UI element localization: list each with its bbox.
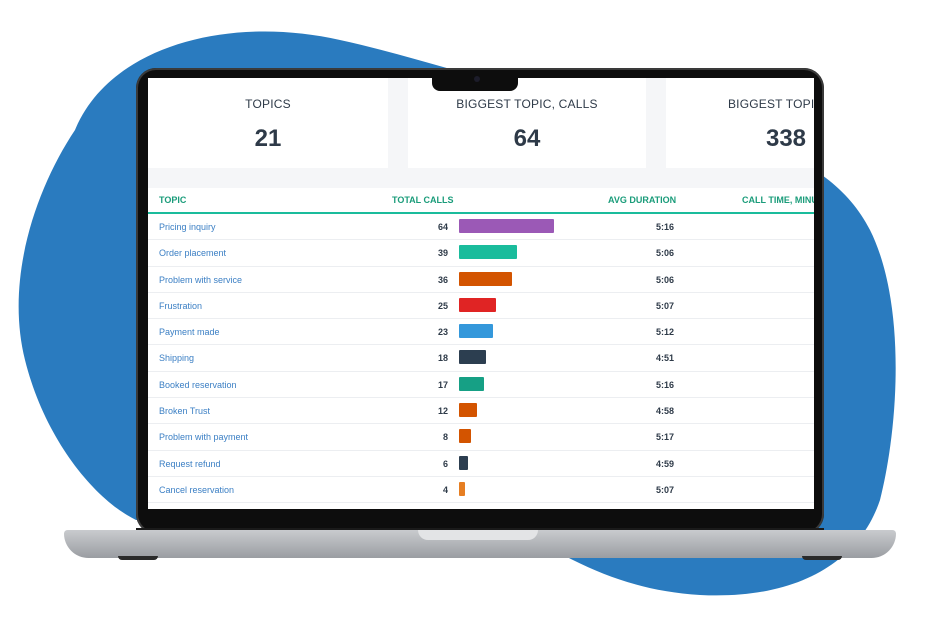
biggest-topic-minutes-card: BIGGEST TOPIC, MI 338 <box>666 78 814 168</box>
total-calls-value: 6 <box>442 458 448 469</box>
calls-bar <box>459 324 493 339</box>
total-calls-value: 8 <box>442 432 448 443</box>
avg-duration-value: 4:59 <box>655 458 674 469</box>
topic-link[interactable]: Booked reservation <box>159 379 237 390</box>
topic-link[interactable]: Request refund <box>159 458 221 469</box>
avg-duration-value: 5:06 <box>655 248 674 259</box>
avg-duration-value: 5:06 <box>655 274 674 285</box>
total-calls-value: 4 <box>442 484 448 495</box>
column-header-avg-duration[interactable]: AVG DURATION <box>608 195 677 205</box>
total-calls-value: 64 <box>437 222 448 232</box>
avg-duration-value: 5:17 <box>655 432 674 443</box>
calls-bar <box>459 481 465 496</box>
table-row[interactable]: Payment made 23 5:12 <box>148 319 814 346</box>
laptop-opening-notch <box>418 530 538 540</box>
table-row[interactable]: Broken Trust 12 4:58 <box>148 398 814 425</box>
topic-link[interactable]: Problem with payment <box>159 432 249 443</box>
laptop-foot <box>802 556 842 560</box>
topic-link[interactable]: Order placement <box>159 248 227 259</box>
avg-duration-value: 5:12 <box>655 327 674 338</box>
table-row[interactable]: Frustration 25 5:07 <box>148 293 814 320</box>
column-header-total-calls[interactable]: TOTAL CALLS <box>392 195 454 205</box>
calls-bar <box>459 429 471 444</box>
calls-bar <box>459 245 517 260</box>
table-row[interactable]: Cancel reservation 4 5:07 <box>148 477 814 504</box>
calls-bar <box>459 219 554 233</box>
calls-bar <box>459 350 486 365</box>
calls-bar <box>459 376 484 391</box>
calls-bar <box>459 403 477 418</box>
table-row[interactable]: Booked reservation 17 5:16 <box>148 372 814 399</box>
avg-duration-value: 4:58 <box>655 406 674 417</box>
total-calls-value: 39 <box>437 248 448 259</box>
calls-bar <box>459 271 512 286</box>
card-value: 64 <box>513 125 541 152</box>
table-row[interactable]: Pricing inquiry 64 5:16 <box>148 214 814 241</box>
total-calls-value: 36 <box>437 274 448 285</box>
table-row[interactable]: Shipping 18 4:51 <box>148 345 814 372</box>
topics-table: TOPIC TOTAL CALLS AVG DURATION CALL TIME… <box>148 188 814 509</box>
topics-card: TOPICS 21 <box>148 78 388 168</box>
camera-icon <box>474 76 480 82</box>
card-title: BIGGEST TOPIC, MI <box>727 97 814 111</box>
topic-link[interactable]: Shipping <box>159 353 195 364</box>
column-header-call-time[interactable]: CALL TIME, MINU <box>742 195 814 205</box>
card-title: BIGGEST TOPIC, CALLS <box>456 97 598 111</box>
calls-bar <box>459 297 496 312</box>
topic-link[interactable]: Payment made <box>159 327 220 338</box>
column-header-topic[interactable]: TOPIC <box>159 195 187 205</box>
topic-link[interactable]: Broken Trust <box>159 406 211 417</box>
card-title: TOPICS <box>245 97 291 111</box>
laptop-foot <box>118 556 158 560</box>
total-calls-value: 17 <box>437 379 448 390</box>
topic-link[interactable]: Problem with service <box>159 274 243 285</box>
table-row[interactable]: Problem with service 36 5:06 <box>148 267 814 293</box>
total-calls-value: 12 <box>437 406 448 417</box>
avg-duration-value: 5:16 <box>655 222 674 232</box>
calls-bar <box>459 455 468 470</box>
total-calls-value: 23 <box>437 327 448 338</box>
biggest-topic-calls-card: BIGGEST TOPIC, CALLS 64 <box>408 78 646 168</box>
total-calls-value: 25 <box>437 300 448 311</box>
laptop-screen: TOPICS 21 BIGGEST TOPIC, CALLS 64 BIGGES… <box>148 78 814 509</box>
avg-duration-value: 5:07 <box>655 300 674 311</box>
avg-duration-value: 5:07 <box>655 484 674 495</box>
card-value: 21 <box>254 125 282 152</box>
avg-duration-value: 5:16 <box>655 379 674 390</box>
topic-link[interactable]: Frustration <box>159 300 203 311</box>
table-header: TOPIC TOTAL CALLS AVG DURATION CALL TIME… <box>148 188 814 214</box>
table-row[interactable]: Problem with payment 8 5:17 <box>148 424 814 451</box>
table-row[interactable]: Request refund 6 4:59 <box>148 451 814 477</box>
avg-duration-value: 4:51 <box>655 353 674 364</box>
total-calls-value: 18 <box>437 353 448 364</box>
card-value: 338 <box>765 125 807 152</box>
topic-link[interactable]: Pricing inquiry <box>159 222 216 232</box>
table-row[interactable]: Order placement 39 5:06 <box>148 240 814 267</box>
topic-link[interactable]: Cancel reservation <box>159 484 235 495</box>
